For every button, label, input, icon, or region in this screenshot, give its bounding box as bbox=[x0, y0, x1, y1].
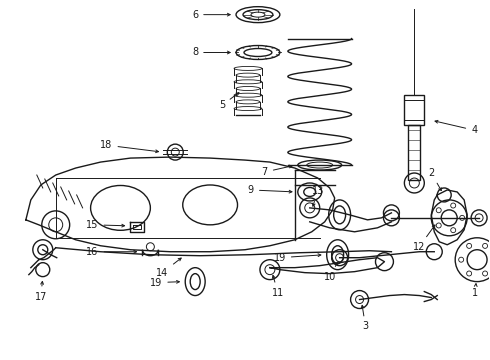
Bar bbox=[404, 95, 424, 125]
Text: 19: 19 bbox=[150, 278, 179, 288]
Text: 8: 8 bbox=[192, 48, 230, 58]
Text: 2: 2 bbox=[428, 168, 441, 190]
Text: 10: 10 bbox=[323, 262, 338, 282]
Text: 5: 5 bbox=[219, 93, 239, 110]
Text: 15: 15 bbox=[86, 220, 124, 230]
Text: 7: 7 bbox=[262, 165, 292, 177]
Text: 19: 19 bbox=[273, 253, 321, 263]
Text: 9: 9 bbox=[248, 185, 292, 195]
Text: 18: 18 bbox=[100, 140, 158, 153]
Text: 1: 1 bbox=[472, 284, 478, 298]
Text: 12: 12 bbox=[413, 225, 435, 252]
Bar bbox=[408, 125, 420, 180]
Text: 11: 11 bbox=[272, 275, 284, 298]
Text: 14: 14 bbox=[156, 258, 181, 278]
Text: 13: 13 bbox=[312, 186, 324, 206]
Text: 3: 3 bbox=[361, 305, 368, 332]
Text: 6: 6 bbox=[192, 10, 230, 20]
Text: 4: 4 bbox=[435, 120, 477, 135]
Text: 17: 17 bbox=[35, 282, 47, 302]
Text: 16: 16 bbox=[86, 247, 137, 257]
